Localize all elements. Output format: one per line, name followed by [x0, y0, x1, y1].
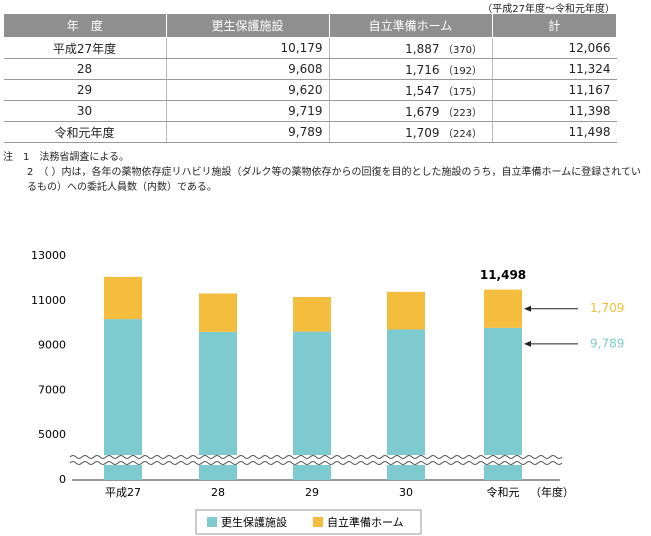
- cell-value: 1,547: [405, 83, 440, 98]
- header-cell: 年 度: [3, 13, 167, 38]
- cell-sub: （175）: [442, 86, 483, 98]
- callout-label: 1,709: [590, 301, 624, 315]
- axis-break-bg: [72, 455, 562, 465]
- y-tick-label: 11000: [31, 294, 66, 307]
- note: 注 1 法務省調査による。: [3, 152, 130, 163]
- bar-segment: [104, 276, 142, 320]
- table-row: 平成27年度 10,179 1,887 （370） 12,066: [3, 37, 617, 59]
- caption: （平成27年度～令和元年度）: [482, 4, 615, 15]
- cell: 9,789: [166, 121, 330, 143]
- y-tick-label: 13000: [31, 249, 66, 262]
- legend-label: 更生保護施設: [221, 515, 287, 529]
- cell: 平成27年度: [3, 37, 167, 59]
- table-row: 29 9,620 1,547 （175） 11,167: [3, 79, 617, 101]
- cell: 1,709 （224）: [329, 121, 493, 143]
- x-tick-label: 29: [305, 486, 319, 499]
- legend-swatch: [207, 517, 217, 527]
- cell-sub: （370）: [442, 44, 483, 56]
- total-label: 11,498: [480, 268, 526, 282]
- cell: 28: [3, 58, 167, 80]
- x-tick-label: 30: [399, 486, 413, 499]
- cell: 10,179: [166, 37, 330, 59]
- cell: 1,547 （175）: [329, 79, 493, 101]
- cell-sub: （224）: [442, 128, 483, 140]
- legend-swatch: [313, 517, 323, 527]
- x-tick-label: 平成27: [105, 486, 141, 499]
- note: 2 （ ）内は，各年の薬物依存症リハビリ施設（ダルク等の薬物依存からの回復を目的…: [27, 167, 641, 193]
- cell: 12,066: [492, 37, 617, 59]
- callout-label: 9,789: [590, 336, 624, 350]
- arrow-head: [524, 340, 531, 347]
- table-row: 28 9,608 1,716 （192） 11,324: [3, 58, 617, 80]
- legend-box: [195, 509, 422, 535]
- cell: 1,716 （192）: [329, 58, 493, 80]
- cell: 11,498: [492, 121, 617, 143]
- cell: 1,887 （370）: [329, 37, 493, 59]
- cell-sub: （223）: [442, 107, 483, 119]
- cell: 11,167: [492, 79, 617, 101]
- x-tick-label: 令和元: [487, 485, 520, 499]
- axis-break: [69, 461, 563, 465]
- cell: 11,324: [492, 58, 617, 80]
- table-row: 30 9,719 1,679 （223） 11,398: [3, 100, 617, 122]
- cell: 1,679 （223）: [329, 100, 493, 122]
- cell: 29: [3, 79, 167, 101]
- x-tick-label: 28: [211, 486, 225, 499]
- header-cell: 更生保護施設: [165, 13, 330, 38]
- bar-segment: [199, 293, 237, 332]
- header-cell: 計: [491, 13, 617, 38]
- y-tick-label: 0: [59, 473, 66, 486]
- cell-value: 1,679: [405, 104, 440, 119]
- header-cell: 自立準備ホーム: [328, 13, 493, 38]
- cell: 9,719: [166, 100, 330, 122]
- bar-segment: [484, 289, 522, 328]
- y-tick-label: 7000: [38, 383, 66, 396]
- data-table: 年 度更生保護施設 自立準備ホーム計平成27年度 10,179 1,887 （370） 1…: [3, 13, 617, 143]
- bar-segment: [387, 291, 425, 330]
- cell: 9,620: [166, 79, 330, 101]
- cell: 11,398: [492, 100, 617, 122]
- bar-segment: [484, 327, 522, 480]
- x-unit-label: （年度）: [530, 485, 574, 499]
- bar-segment: [293, 297, 331, 332]
- arrow-head: [524, 305, 531, 312]
- notes: 注 1 法務省調査による。 2 （ ）内は，各年の薬物依存症リハビリ施設（ダルク…: [3, 150, 643, 195]
- bar-segment: [104, 319, 142, 480]
- cell-sub: （192）: [442, 65, 483, 77]
- cell-value: 1,709: [405, 125, 440, 140]
- cell-value: 1,716: [405, 62, 440, 77]
- y-tick-label: 5000: [38, 428, 66, 441]
- bar-segment: [387, 329, 425, 480]
- y-tick-label: 9000: [38, 339, 66, 352]
- legend-label: 自立準備ホーム: [327, 515, 404, 529]
- cell: 令和元年度: [3, 121, 167, 143]
- table-row: 令和元年度 9,789 1,709 （224） 11,498: [3, 121, 617, 143]
- cell: 30: [3, 100, 167, 122]
- axis-break: [69, 455, 563, 459]
- cell: 9,608: [166, 58, 330, 80]
- cell-value: 1,887: [405, 41, 440, 56]
